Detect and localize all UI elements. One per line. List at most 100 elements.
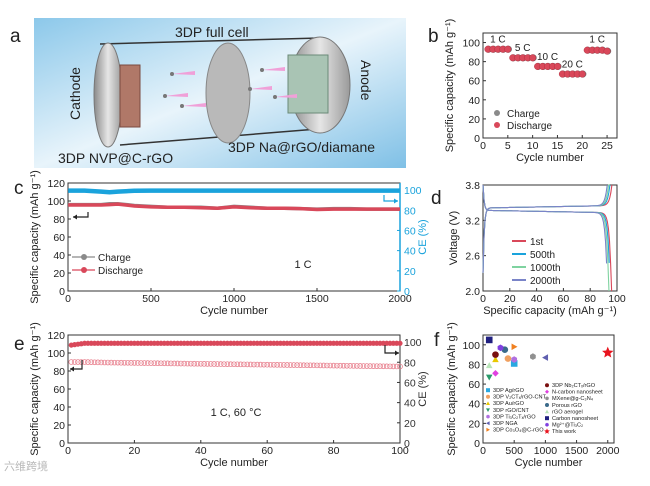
legend-label: Discharge [507,121,552,132]
y2-tick-label: 40 [404,398,416,410]
discharge-point [168,360,174,367]
discharge-point [360,363,367,369]
discharge-point [310,362,317,369]
discharge-point [380,363,387,370]
discharge-point [188,360,194,367]
data-point-3dp-ti-c-t-rgo [511,356,518,363]
discharge-point [290,362,297,368]
discharge-point [71,359,78,365]
rate-label: 10 C [537,52,558,63]
discharge-point [224,361,231,367]
legend-label: 3DP rGO/CNT [493,408,530,414]
discharge-point [101,359,108,366]
discharge-point [251,361,257,368]
data-point-3dp-au-rgo [492,356,499,363]
y-tick-label: 0 [59,438,65,450]
discharge-point [284,362,290,368]
y-tick-label: 80 [468,57,480,69]
discharge-point [350,363,357,369]
y-tick-label: 0 [474,438,480,450]
x-tick-label: 1500 [305,293,329,305]
cell-frame-top [99,37,321,45]
y-tick-label: 0 [59,286,65,298]
x-tick-label: 500 [142,293,160,305]
y2-tick-label: 0 [404,286,410,298]
left-axis-arrow-head [73,214,77,220]
x-tick-label: 2000 [596,445,620,457]
x-axis-title: Cycle number [515,457,583,469]
right-axis-arrow [384,345,399,354]
discharge-point [264,361,271,368]
y-tick-label: 2.6 [465,251,480,263]
discharge-point [327,362,334,369]
discharge-point [390,363,397,370]
condition-label: 1 C, 60 °C [211,407,262,419]
y-tick-label: 100 [462,38,480,50]
discharge-point [254,361,261,368]
data-point-3dp-v-ct-rgo-cnt [504,355,512,362]
discharge-point [370,363,377,369]
legend-label: 3DP NGA [493,421,518,427]
discharge-point [529,54,537,62]
cathode-lattice [119,64,141,128]
legend-label: Mg²⁺@Ti₃C₂ [552,422,583,429]
legend-marker [544,428,550,434]
discharge-point [397,363,403,370]
y-tick-label: 120 [47,178,65,190]
right-axis-arrow-head [395,350,399,356]
discharge-point [340,362,347,369]
x-tick-label: 1500 [565,445,589,457]
x-axis-title: Cycle number [200,305,268,317]
discharge-point [134,360,141,366]
panel-label-e: e [14,334,25,355]
y-tick-label: 100 [462,340,480,352]
discharge-point [234,361,241,368]
discharge-point [241,361,247,368]
y-tick-label: 60 [53,232,65,244]
discharge-point [387,363,393,370]
discharge-point [317,362,324,369]
discharge-point [144,360,151,366]
legend-marker [81,254,87,260]
y-axis-title: Specific capacity (mAh g⁻¹) [29,322,41,456]
cathode-label: Cathode [67,67,83,120]
legend-marker [486,414,490,419]
x-tick-label: 0 [480,293,486,305]
y2-tick-label: 60 [404,377,416,389]
panel-label-d: d [431,188,442,209]
left-axis-arrow-head [70,366,74,372]
y-tick-label: 60 [53,384,65,396]
discharge-point [91,359,98,366]
x-tick-label: 15 [552,140,564,152]
legend-marker [486,388,490,393]
separator-disc [205,42,251,144]
discharge-point [314,362,320,369]
legend-label: 500th [530,250,555,261]
discharge-point [111,359,118,366]
discharge-point [330,362,337,369]
discharge-point [78,359,85,365]
x-tick-label: 1000 [222,293,246,305]
discharge-point [75,359,81,365]
cathode-material-label: 3DP NVP@C-rGO [58,150,173,166]
discharge-point [138,360,144,366]
plot-frame [482,184,618,292]
x-tick-label: 40 [195,445,207,457]
data-point-rgo-aerogel [485,362,493,369]
rate-label: 20 C [562,59,583,70]
legend-label: Porous rGO [552,403,582,409]
discharge-point [161,360,168,367]
discharge-point [151,360,158,366]
x-tick-label: 0 [480,445,486,457]
x-tick-label: 40 [531,293,543,305]
y2-axis-title: CE (%) [417,219,429,254]
discharge-point [307,362,314,369]
discharge-point [373,363,380,369]
discharge-point [393,363,400,370]
discharge-point [367,363,373,369]
legend-label: N-carbon nanosheet [552,390,603,396]
discharge-point [578,70,586,78]
discharge-point [357,363,363,369]
discharge-point [207,361,214,367]
